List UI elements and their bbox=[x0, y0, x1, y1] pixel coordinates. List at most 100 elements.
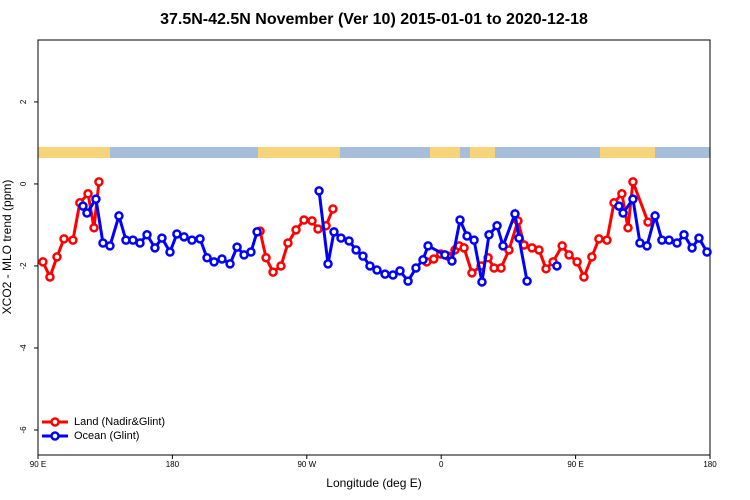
data-point bbox=[150, 243, 160, 253]
data-point bbox=[380, 269, 390, 279]
x-tick-label: 180 bbox=[703, 460, 717, 469]
legend-marker bbox=[50, 431, 60, 441]
data-point bbox=[650, 211, 660, 221]
data-point bbox=[534, 245, 544, 255]
y-axis-label: XCO2 - MLO trend (ppm) bbox=[0, 180, 14, 315]
data-point bbox=[225, 259, 235, 269]
data-point bbox=[484, 230, 494, 240]
data-point bbox=[467, 268, 477, 278]
data-point bbox=[477, 277, 487, 287]
data-point bbox=[572, 257, 582, 267]
data-point bbox=[594, 234, 604, 244]
data-point bbox=[694, 233, 704, 243]
data-point bbox=[388, 270, 398, 280]
data-point bbox=[45, 272, 55, 282]
data-point bbox=[261, 253, 271, 263]
data-point bbox=[351, 245, 361, 255]
data-point bbox=[579, 272, 589, 282]
data-point bbox=[602, 235, 612, 245]
data-point bbox=[202, 253, 212, 263]
data-point bbox=[217, 254, 227, 264]
data-point bbox=[541, 264, 551, 274]
data-point bbox=[522, 276, 532, 286]
data-point bbox=[105, 241, 115, 251]
legend-label: Land (Nadir&Glint) bbox=[74, 416, 165, 428]
chart-title: 37.5N-42.5N November (Ver 10) 2015-01-01… bbox=[160, 11, 588, 28]
data-point bbox=[618, 208, 628, 218]
data-point bbox=[344, 236, 354, 246]
data-point bbox=[492, 221, 502, 231]
data-point bbox=[504, 245, 514, 255]
data-point bbox=[552, 261, 562, 271]
data-point bbox=[498, 241, 508, 251]
data-point bbox=[496, 263, 506, 273]
data-point bbox=[617, 189, 627, 199]
data-point bbox=[114, 211, 124, 221]
data-point bbox=[276, 261, 286, 271]
data-point bbox=[328, 204, 338, 214]
data-point bbox=[587, 252, 597, 262]
data-point bbox=[78, 201, 88, 211]
data-point bbox=[672, 238, 682, 248]
data-point bbox=[447, 256, 457, 266]
data-point bbox=[557, 241, 567, 251]
data-point bbox=[679, 230, 689, 240]
plot-frame bbox=[37, 39, 711, 456]
data-point bbox=[83, 189, 93, 199]
data-point bbox=[372, 265, 382, 275]
data-point bbox=[642, 241, 652, 251]
x-axis-label: Longitude (deg E) bbox=[326, 476, 421, 490]
data-point bbox=[365, 261, 375, 271]
data-point bbox=[232, 242, 242, 252]
data-point bbox=[142, 230, 152, 240]
data-point bbox=[299, 215, 309, 225]
y-tick-label: 0 bbox=[19, 181, 28, 186]
data-point bbox=[623, 223, 633, 233]
y-tick-label: -2 bbox=[19, 262, 28, 270]
legend-marker bbox=[50, 417, 60, 427]
data-point bbox=[403, 276, 413, 286]
data-point bbox=[157, 233, 167, 243]
x-tick-label: 90 E bbox=[567, 460, 583, 469]
data-point bbox=[38, 257, 48, 267]
map-strip bbox=[38, 147, 710, 158]
legend-label: Ocean (Glint) bbox=[74, 430, 139, 442]
data-point bbox=[628, 177, 638, 187]
data-point bbox=[423, 241, 433, 251]
data-point bbox=[418, 255, 428, 265]
data-point bbox=[469, 235, 479, 245]
data-point bbox=[614, 201, 624, 211]
data-point bbox=[307, 216, 317, 226]
data-point bbox=[687, 243, 697, 253]
x-tick-label: 90 E bbox=[30, 460, 46, 469]
data-point bbox=[510, 209, 520, 219]
data-point bbox=[94, 177, 104, 187]
data-point bbox=[313, 224, 323, 234]
data-point bbox=[59, 234, 69, 244]
data-point bbox=[68, 235, 78, 245]
data-point bbox=[252, 227, 262, 237]
data-point bbox=[455, 215, 465, 225]
data-point bbox=[187, 235, 197, 245]
data-point bbox=[411, 263, 421, 273]
data-point bbox=[195, 234, 205, 244]
data-point bbox=[209, 257, 219, 267]
data-point bbox=[336, 233, 346, 243]
data-point bbox=[179, 232, 189, 242]
data-point bbox=[283, 238, 293, 248]
data-point bbox=[395, 266, 405, 276]
data-point bbox=[459, 243, 469, 253]
data-point bbox=[165, 247, 175, 257]
legend: Land (Nadir&Glint) Ocean (Glint) bbox=[42, 416, 165, 442]
x-tick-label: 180 bbox=[166, 460, 180, 469]
y-tick-label: -6 bbox=[19, 426, 28, 434]
data-point bbox=[135, 238, 145, 248]
data-point bbox=[628, 194, 638, 204]
data-point bbox=[91, 194, 101, 204]
data-point bbox=[514, 233, 524, 243]
data-point bbox=[358, 251, 368, 261]
data-point bbox=[643, 217, 653, 227]
data-point bbox=[428, 254, 439, 264]
y-tick-label: -4 bbox=[19, 344, 28, 352]
